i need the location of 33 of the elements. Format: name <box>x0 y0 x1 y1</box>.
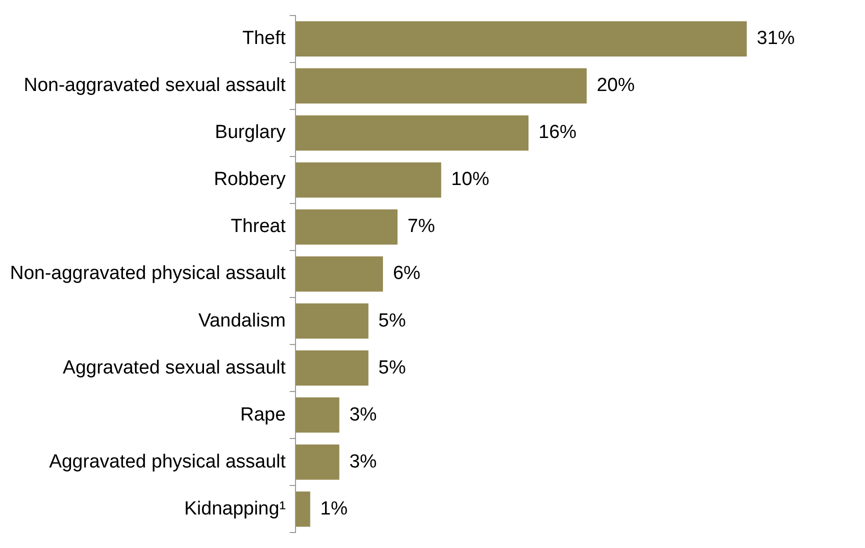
bar <box>296 397 340 433</box>
y-tick-label: Threat <box>230 216 286 238</box>
y-tick-label: Theft <box>242 28 286 50</box>
bar <box>296 209 398 245</box>
y-tick-label: Rape <box>240 404 286 426</box>
bar <box>296 162 442 198</box>
bar <box>296 491 310 527</box>
y-tick-label: Robbery <box>214 169 286 190</box>
y-tick-label: Kidnapping¹ <box>184 498 286 520</box>
data-label: 5% <box>378 357 406 378</box>
bar <box>296 21 747 57</box>
data-label: 6% <box>392 263 421 284</box>
y-tick-label: Vandalism <box>198 310 286 332</box>
data-label: 20% <box>596 75 635 96</box>
bar <box>296 444 340 480</box>
data-label: 7% <box>408 216 436 238</box>
data-label: 1% <box>320 498 348 520</box>
bar <box>296 350 368 386</box>
data-label: 3% <box>349 404 377 426</box>
y-tick-label: Aggravated physical assault <box>49 451 286 472</box>
bar <box>296 115 528 151</box>
bar <box>296 68 587 104</box>
data-label: 3% <box>349 451 377 472</box>
data-label: 5% <box>378 310 406 332</box>
data-label: 16% <box>538 122 577 144</box>
bar <box>296 256 383 292</box>
y-tick-label: Non-aggravated physical assault <box>10 263 286 284</box>
bar <box>296 303 368 339</box>
y-tick-label: Burglary <box>214 122 286 144</box>
data-label: 10% <box>451 169 490 190</box>
data-label: 31% <box>756 28 795 50</box>
y-tick-label: Non-aggravated sexual assault <box>24 75 286 96</box>
y-tick-label: Aggravated sexual assault <box>62 357 286 378</box>
